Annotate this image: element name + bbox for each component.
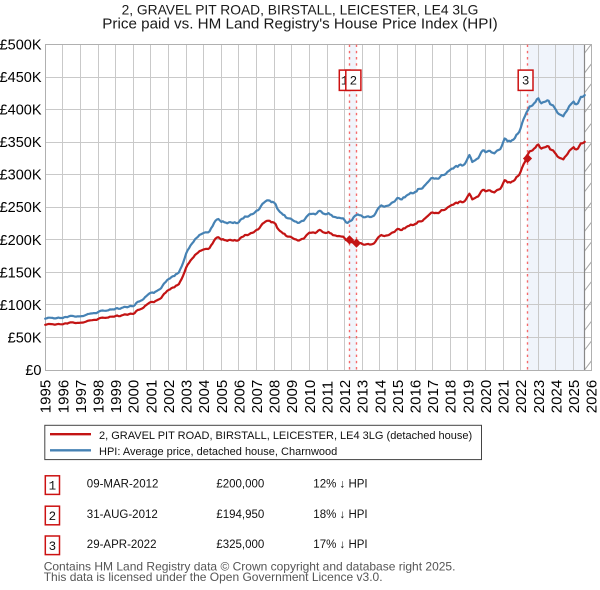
- svg-text:2: 2: [49, 510, 57, 524]
- svg-text:2001: 2001: [143, 380, 160, 413]
- svg-text:2: 2: [350, 75, 358, 89]
- svg-text:2024: 2024: [548, 380, 565, 413]
- svg-text:£350K: £350K: [0, 135, 42, 151]
- svg-text:2016: 2016: [408, 380, 425, 413]
- svg-text:HPI: Average price, detached h: HPI: Average price, detached house, Char…: [99, 446, 337, 458]
- svg-text:£200,000: £200,000: [216, 479, 264, 491]
- svg-text:1: 1: [341, 75, 349, 89]
- svg-text:1998: 1998: [91, 380, 108, 413]
- svg-text:2, GRAVEL PIT ROAD, BIRSTALL,: 2, GRAVEL PIT ROAD, BIRSTALL, LEICESTER,…: [99, 430, 472, 442]
- svg-text:3: 3: [522, 75, 530, 89]
- svg-text:2023: 2023: [531, 380, 548, 413]
- svg-text:2002: 2002: [161, 380, 178, 413]
- svg-text:2025: 2025: [566, 380, 583, 413]
- svg-text:2010: 2010: [302, 380, 319, 413]
- svg-text:2012: 2012: [337, 380, 354, 413]
- svg-text:12% ↓ HPI: 12% ↓ HPI: [313, 479, 367, 491]
- svg-text:29-APR-2022: 29-APR-2022: [87, 539, 157, 551]
- svg-text:2005: 2005: [214, 380, 231, 413]
- svg-text:2009: 2009: [284, 380, 301, 413]
- svg-text:2007: 2007: [249, 380, 266, 413]
- svg-text:2, GRAVEL PIT ROAD, BIRSTALL,: 2, GRAVEL PIT ROAD, BIRSTALL, LEICESTER,…: [122, 3, 479, 18]
- svg-text:2022: 2022: [513, 380, 530, 413]
- svg-text:18% ↓ HPI: 18% ↓ HPI: [313, 509, 367, 521]
- svg-text:1996: 1996: [55, 380, 72, 413]
- svg-text:31-AUG-2012: 31-AUG-2012: [87, 509, 158, 521]
- svg-text:09-MAR-2012: 09-MAR-2012: [87, 479, 159, 491]
- svg-text:2008: 2008: [267, 380, 284, 413]
- svg-text:2026: 2026: [584, 380, 600, 413]
- svg-text:2004: 2004: [196, 380, 213, 413]
- svg-text:1997: 1997: [73, 380, 90, 413]
- svg-text:2021: 2021: [496, 380, 513, 413]
- svg-text:17% ↓ HPI: 17% ↓ HPI: [313, 539, 367, 551]
- svg-text:Contains HM Land Registry data: Contains HM Land Registry data © Crown c…: [44, 559, 456, 573]
- svg-text:£500K: £500K: [0, 38, 42, 54]
- svg-text:£50K: £50K: [8, 330, 42, 346]
- svg-text:£150K: £150K: [0, 265, 42, 281]
- svg-text:2011: 2011: [319, 381, 336, 413]
- svg-text:2019: 2019: [460, 380, 477, 413]
- svg-text:2003: 2003: [179, 380, 196, 413]
- svg-text:Price paid vs. HM Land Registr: Price paid vs. HM Land Registry's House …: [102, 16, 497, 33]
- svg-text:3: 3: [49, 540, 57, 554]
- svg-text:£250K: £250K: [0, 200, 42, 216]
- svg-text:2015: 2015: [390, 380, 407, 413]
- svg-text:1995: 1995: [38, 380, 55, 413]
- svg-text:1999: 1999: [108, 380, 125, 413]
- svg-text:2020: 2020: [478, 380, 495, 413]
- svg-text:£400K: £400K: [0, 103, 42, 119]
- svg-text:£200K: £200K: [0, 233, 42, 249]
- svg-text:2013: 2013: [355, 380, 372, 413]
- svg-text:£300K: £300K: [0, 168, 42, 184]
- svg-text:1: 1: [49, 480, 57, 494]
- svg-text:2006: 2006: [231, 380, 248, 413]
- svg-text:£450K: £450K: [0, 70, 42, 86]
- svg-text:£0: £0: [25, 363, 41, 379]
- svg-text:2017: 2017: [425, 380, 442, 413]
- svg-text:2018: 2018: [443, 380, 460, 413]
- svg-text:This data is licensed under th: This data is licensed under the Open Gov…: [44, 570, 383, 584]
- svg-text:£325,000: £325,000: [216, 539, 264, 551]
- svg-text:2000: 2000: [126, 380, 143, 413]
- svg-text:£194,950: £194,950: [216, 509, 264, 521]
- svg-text:2014: 2014: [372, 380, 389, 413]
- svg-text:£100K: £100K: [0, 298, 42, 314]
